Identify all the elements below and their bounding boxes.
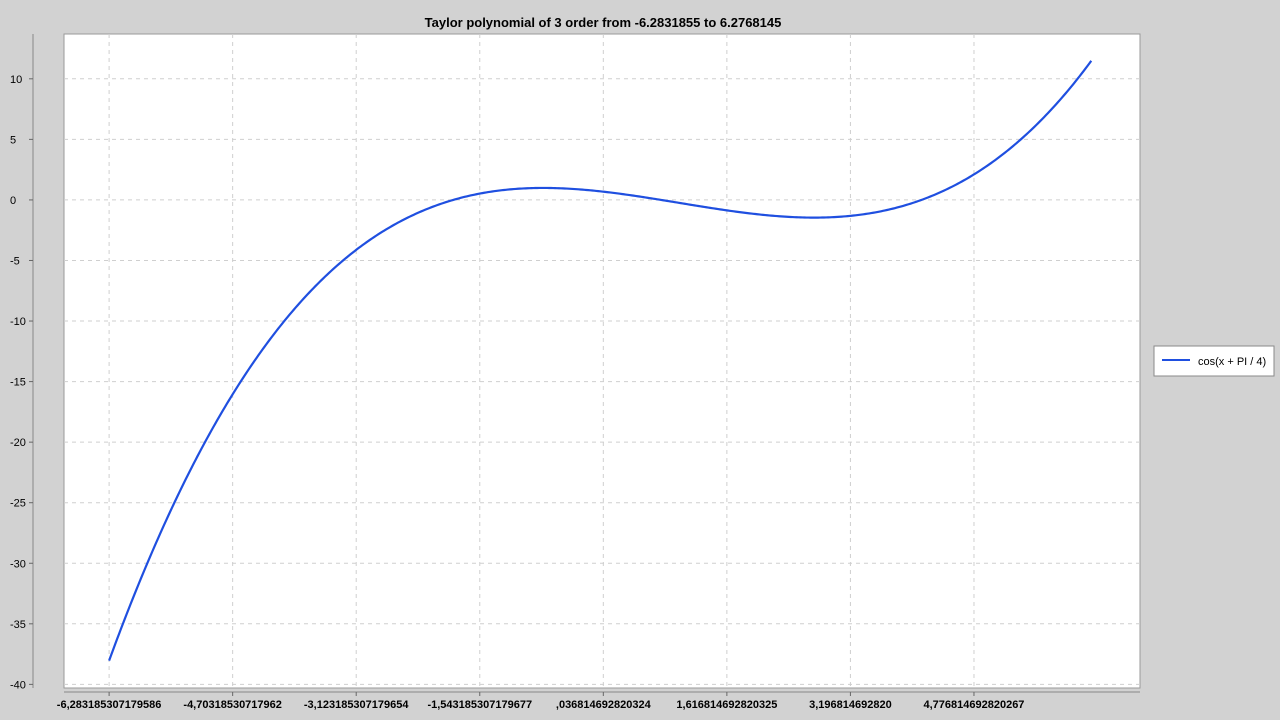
x-tick-label: -4,70318530717962 xyxy=(183,699,281,711)
y-axis: 10 5 0 -5 -10 -15 -20 -25 -30 -35 -40 xyxy=(10,74,33,691)
x-tick-label: -1,543185307179677 xyxy=(427,699,532,711)
y-tick-label: -10 xyxy=(10,316,26,328)
gridlines xyxy=(64,34,1140,688)
y-tick-label: 5 xyxy=(10,134,16,146)
legend: cos(x + PI / 4) xyxy=(1153,345,1275,377)
x-tick-label: 4,776814692820267 xyxy=(923,699,1024,711)
chart-title: Taylor polynomial of 3 order from -6.283… xyxy=(425,15,782,30)
x-axis: -6,283185307179586 -4,70318530717962 -3,12… xyxy=(57,692,1024,711)
y-tick-label: -20 xyxy=(10,437,26,449)
y-tick-label: -40 xyxy=(10,679,26,691)
x-tick-label: ,036814692820324 xyxy=(556,699,652,711)
legend-label: cos(x + PI / 4) xyxy=(1198,356,1266,368)
y-tick-label: -25 xyxy=(10,498,26,510)
y-tick-label: -30 xyxy=(10,558,26,570)
series-line-cos xyxy=(108,60,1093,662)
plot-area xyxy=(63,33,1141,689)
y-tick-label: -15 xyxy=(10,377,26,389)
plot-lines xyxy=(108,60,1093,662)
y-tick-label: 0 xyxy=(10,195,16,207)
x-tick-label: -3,123185307179654 xyxy=(304,699,409,711)
y-tick-label: -35 xyxy=(10,619,26,631)
x-tick-label: 3,196814692820 xyxy=(809,699,892,711)
y-tick-label: 10 xyxy=(10,74,22,86)
y-tick-label: -5 xyxy=(10,255,20,267)
x-tick-label: -6,283185307179586 xyxy=(57,699,162,711)
x-tick-label: 1,616814692820325 xyxy=(676,699,777,711)
